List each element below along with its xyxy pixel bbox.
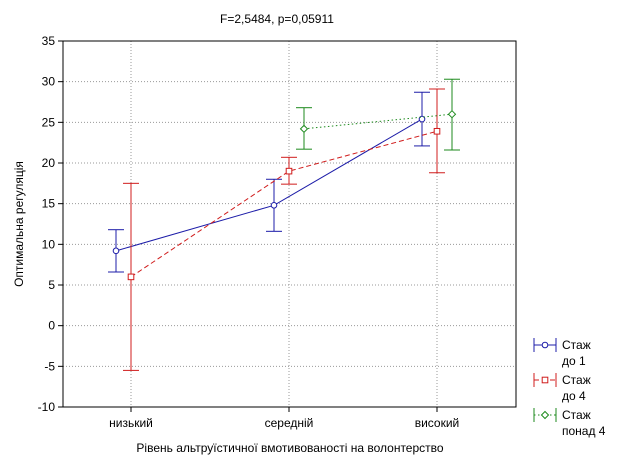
legend-item-1: Стаж до 1 xyxy=(533,338,591,368)
y-tick-label: 15 xyxy=(42,197,56,211)
data-point xyxy=(285,167,293,175)
legend-label-line2: до 4 xyxy=(562,389,586,403)
y-tick-label: 20 xyxy=(42,156,56,170)
data-point xyxy=(112,247,120,255)
y-axis: -10 -5 0 5 10 15 20 25 30 35 xyxy=(38,34,63,414)
y-tick-label: 10 xyxy=(42,237,56,251)
data-point xyxy=(541,376,549,384)
y-tick-label: 35 xyxy=(42,34,56,48)
y-tick-label: 30 xyxy=(42,75,56,89)
data-point xyxy=(540,410,550,420)
legend-item-3: Стаж понад 4 xyxy=(533,408,606,438)
data-point xyxy=(541,341,549,349)
legend-label-line1: Стаж xyxy=(562,338,591,352)
y-axis-label: Оптимальна регуляція xyxy=(12,161,26,287)
x-axis-label: Рівень альтруїстичної вмотивованості на … xyxy=(136,441,443,455)
y-tick-label: 0 xyxy=(48,319,55,333)
x-tick-label: високий xyxy=(415,416,460,430)
y-tick-label: -5 xyxy=(44,359,55,373)
series-1 xyxy=(108,91,430,273)
y-tick-label: 25 xyxy=(42,115,56,129)
legend-label-line2: до 1 xyxy=(562,354,586,368)
legend-label-line1: Стаж xyxy=(562,408,591,422)
legend-label-line1: Стаж xyxy=(562,373,591,387)
data-point xyxy=(270,201,278,209)
data-point xyxy=(127,273,135,281)
series-line xyxy=(130,130,438,278)
chart-title: F=2,5484, p=0,05911 xyxy=(220,12,334,26)
y-tick-label: -10 xyxy=(38,400,56,414)
series-3 xyxy=(296,78,460,151)
legend-item-2: Стаж до 4 xyxy=(533,373,591,403)
series-line xyxy=(303,113,453,130)
series-layer xyxy=(108,78,460,371)
x-tick-label: середній xyxy=(265,416,314,430)
data-point xyxy=(299,124,309,134)
legend-label-line2: понад 4 xyxy=(562,424,606,438)
x-axis: низький середній високий xyxy=(109,407,459,430)
series-2 xyxy=(123,88,445,371)
x-tick-label: низький xyxy=(109,416,153,430)
y-tick-label: 5 xyxy=(48,278,55,292)
data-point xyxy=(433,127,441,135)
data-point xyxy=(447,109,457,119)
legend: Стаж до 1 Стаж до 4 Стаж понад 4 xyxy=(533,338,606,438)
